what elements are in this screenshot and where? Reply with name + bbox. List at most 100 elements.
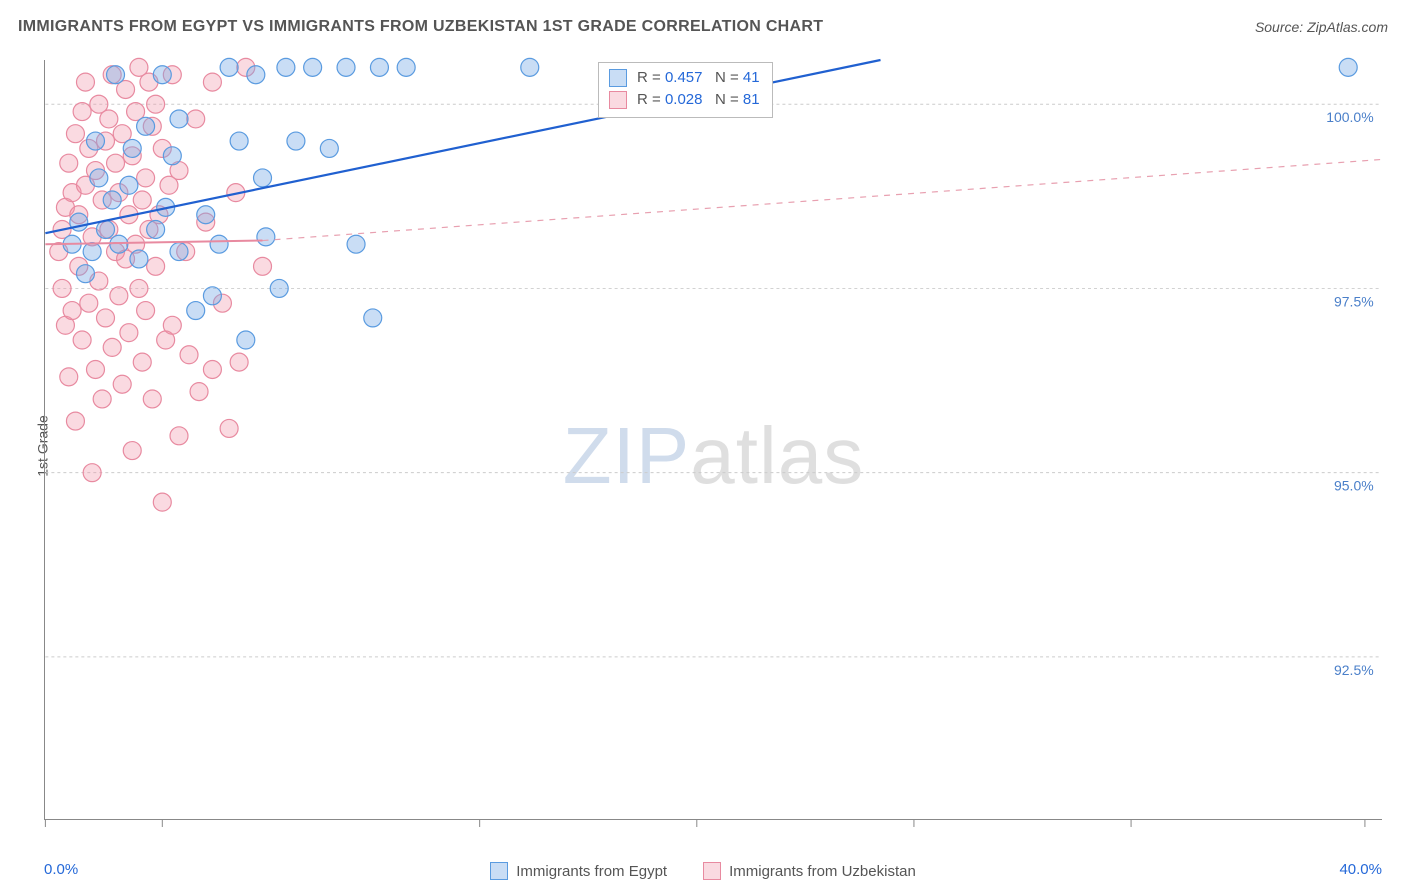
scatter-point-uzbekistan [163, 316, 181, 334]
stats-row-uzbekistan: R = 0.028 N = 81 [609, 89, 760, 111]
r-value: 0.028 [665, 91, 703, 108]
scatter-point-egypt [203, 287, 221, 305]
scatter-point-egypt [137, 117, 155, 135]
scatter-point-uzbekistan [73, 103, 91, 121]
swatch-blue-icon [609, 69, 627, 87]
scatter-point-egypt [347, 235, 365, 253]
scatter-point-egypt [364, 309, 382, 327]
scatter-point-uzbekistan [137, 302, 155, 320]
scatter-point-egypt [270, 279, 288, 297]
scatter-point-uzbekistan [120, 324, 138, 342]
scatter-point-uzbekistan [203, 361, 221, 379]
scatter-point-egypt [83, 243, 101, 261]
scatter-point-egypt [107, 66, 125, 84]
scatter-point-uzbekistan [123, 442, 141, 460]
scatter-point-uzbekistan [190, 383, 208, 401]
scatter-point-uzbekistan [170, 427, 188, 445]
scatter-svg: 92.5% 95.0% 97.5% 100.0% [45, 60, 1382, 819]
scatter-point-egypt [230, 132, 248, 150]
scatter-point-uzbekistan [107, 154, 125, 172]
n-value: 81 [743, 91, 760, 108]
scatter-point-uzbekistan [110, 287, 128, 305]
y-tick-label: 92.5% [1334, 662, 1374, 678]
scatter-point-egypt [254, 169, 272, 187]
scatter-point-uzbekistan [153, 493, 171, 511]
scatter-point-egypt [97, 220, 115, 238]
scatter-point-uzbekistan [143, 390, 161, 408]
scatter-point-uzbekistan [130, 279, 148, 297]
scatter-point-egypt [277, 58, 295, 76]
chart-title: IMMIGRANTS FROM EGYPT VS IMMIGRANTS FROM… [18, 18, 823, 36]
scatter-point-egypt [123, 139, 141, 157]
legend-label: Immigrants from Uzbekistan [729, 863, 916, 880]
scatter-point-egypt [220, 58, 238, 76]
scatter-point-uzbekistan [63, 302, 81, 320]
scatter-point-uzbekistan [147, 257, 165, 275]
stat-text: R = 0.457 N = 41 [637, 67, 760, 89]
plot-area: ZIPatlas 92.5%95.0%97.5%100.0% [44, 60, 1382, 820]
scatter-point-egypt [170, 110, 188, 128]
scatter-point-uzbekistan [73, 331, 91, 349]
scatter-point-egypt [1339, 58, 1357, 76]
stats-row-egypt: R = 0.457 N = 41 [609, 67, 760, 89]
scatter-point-egypt [521, 58, 539, 76]
scatter-point-egypt [257, 228, 275, 246]
scatter-point-uzbekistan [100, 110, 118, 128]
scatter-point-egypt [110, 235, 128, 253]
legend-item-egypt: Immigrants from Egypt [490, 862, 667, 880]
scatter-point-egypt [170, 243, 188, 261]
scatter-point-uzbekistan [93, 390, 111, 408]
scatter-point-uzbekistan [180, 346, 198, 364]
scatter-point-uzbekistan [66, 412, 84, 430]
scatter-point-uzbekistan [60, 368, 78, 386]
scatter-point-uzbekistan [254, 257, 272, 275]
stats-legend: R = 0.457 N = 41 R = 0.028 N = 81 [598, 62, 773, 118]
scatter-point-uzbekistan [220, 419, 238, 437]
scatter-point-egypt [147, 220, 165, 238]
scatter-point-egypt [120, 176, 138, 194]
scatter-point-uzbekistan [60, 154, 78, 172]
scatter-point-egypt [210, 235, 228, 253]
scatter-point-uzbekistan [53, 279, 71, 297]
bottom-legend: Immigrants from Egypt Immigrants from Uz… [0, 862, 1406, 880]
scatter-point-egypt [87, 132, 105, 150]
scatter-point-uzbekistan [203, 73, 221, 91]
scatter-point-uzbekistan [97, 309, 115, 327]
legend-label: Immigrants from Egypt [516, 863, 667, 880]
scatter-point-uzbekistan [103, 338, 121, 356]
scatter-point-uzbekistan [187, 110, 205, 128]
scatter-point-uzbekistan [230, 353, 248, 371]
scatter-point-uzbekistan [80, 294, 98, 312]
scatter-point-egypt [287, 132, 305, 150]
source-attribution: Source: ZipAtlas.com [1255, 19, 1388, 35]
y-tick-label: 95.0% [1334, 478, 1374, 494]
scatter-point-uzbekistan [133, 191, 151, 209]
scatter-point-uzbekistan [147, 95, 165, 113]
n-value: 41 [743, 69, 760, 86]
scatter-point-egypt [247, 66, 265, 84]
scatter-point-egypt [187, 302, 205, 320]
scatter-point-egypt [197, 206, 215, 224]
trend-line-uzbekistan-extrapolated [263, 159, 1382, 240]
swatch-pink-icon [703, 862, 721, 880]
scatter-point-uzbekistan [113, 375, 131, 393]
scatter-point-egypt [320, 139, 338, 157]
scatter-point-uzbekistan [133, 353, 151, 371]
scatter-point-uzbekistan [87, 361, 105, 379]
scatter-point-egypt [90, 169, 108, 187]
scatter-point-egypt [76, 265, 94, 283]
scatter-point-egypt [163, 147, 181, 165]
swatch-pink-icon [609, 91, 627, 109]
scatter-point-egypt [103, 191, 121, 209]
scatter-point-egypt [337, 58, 355, 76]
y-tick-label: 100.0% [1326, 109, 1373, 125]
r-value: 0.457 [665, 69, 703, 86]
scatter-point-egypt [237, 331, 255, 349]
scatter-point-uzbekistan [76, 73, 94, 91]
scatter-point-uzbekistan [66, 125, 84, 143]
scatter-point-uzbekistan [137, 169, 155, 187]
y-tick-label: 97.5% [1334, 293, 1374, 309]
swatch-blue-icon [490, 862, 508, 880]
scatter-point-egypt [304, 58, 322, 76]
scatter-point-egypt [370, 58, 388, 76]
